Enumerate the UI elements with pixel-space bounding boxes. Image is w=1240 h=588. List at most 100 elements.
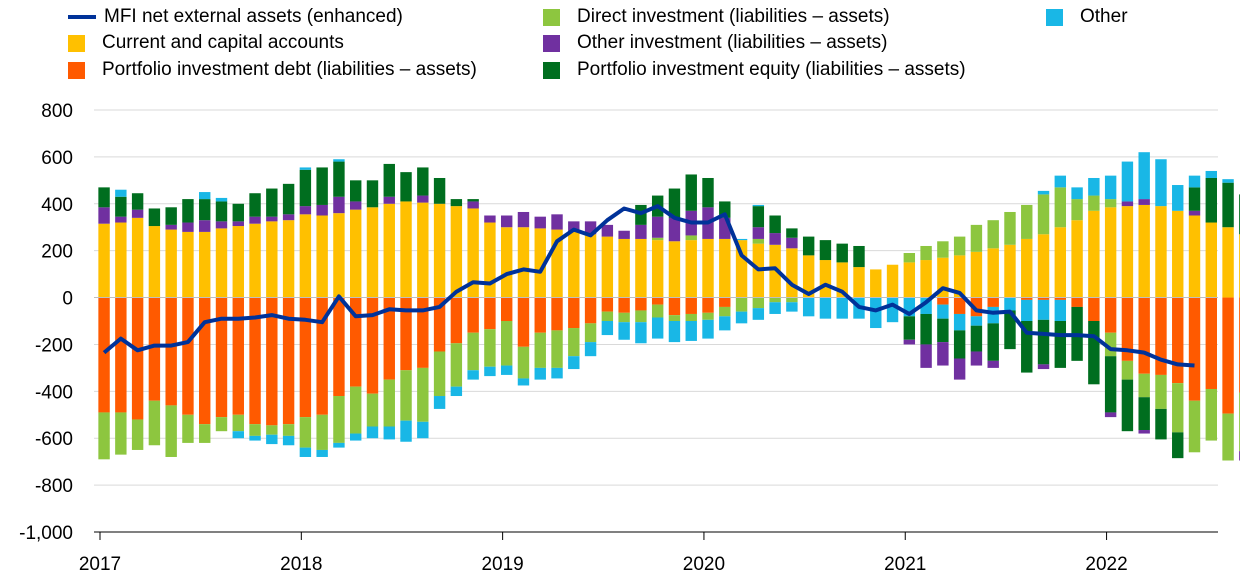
bar-segment: [719, 217, 731, 239]
bar-segment: [500, 215, 513, 228]
bar-segment: [249, 216, 261, 224]
bar-segment: [333, 396, 345, 443]
bar-segment: [350, 201, 362, 210]
bar-segment: [115, 412, 127, 455]
bar-segment: [937, 241, 949, 258]
legend-label: Direct investment (liabilities – assets): [577, 6, 890, 27]
bar-segment: [987, 360, 999, 368]
bar-segment: [98, 223, 110, 298]
bar-segment: [282, 297, 295, 425]
bar-segment: [433, 177, 446, 204]
bar-segment: [98, 412, 110, 460]
bar-segment: [517, 227, 530, 298]
legend-label: Portfolio investment debt (liabilities –…: [102, 59, 477, 80]
bar-segment: [182, 199, 194, 223]
bar-segment: [651, 297, 664, 305]
legend-item-portfolio-equity: Portfolio investment equity (liabilities…: [543, 57, 966, 83]
x-tick-label: 2019: [481, 554, 523, 575]
legend-label: Other: [1080, 6, 1128, 27]
bar-segment: [517, 378, 530, 386]
bar-segment: [752, 308, 765, 320]
bar-segment: [819, 297, 832, 319]
bar-segment: [1121, 201, 1134, 207]
bar-segment: [182, 297, 194, 415]
bar-segment: [953, 255, 966, 298]
bar-segment: [786, 237, 798, 249]
bar-segment: [1205, 177, 1217, 223]
legend-item-other-investment: Other investment (liabilities – assets): [543, 30, 887, 56]
bar-segment: [719, 316, 731, 331]
bar-segment: [165, 207, 177, 225]
legend-swatch-other: [1046, 8, 1063, 26]
bar-segment: [853, 267, 865, 298]
y-tick-label: 800: [41, 101, 73, 122]
bar-segment: [769, 297, 781, 303]
bar-segment: [1155, 408, 1167, 440]
bar-segment: [165, 405, 177, 457]
bar-segment: [568, 297, 580, 329]
bar-segment: [199, 297, 211, 425]
bar-segment: [702, 238, 714, 298]
bar-segment: [1172, 383, 1184, 433]
bar-segment: [316, 449, 328, 457]
bar-segment: [215, 201, 228, 222]
bar-segment: [1121, 297, 1134, 361]
bar-segment: [249, 297, 261, 425]
bar-segment: [735, 311, 748, 324]
chart-legend: MFI net external assets (enhanced) Direc…: [0, 4, 1240, 88]
bar-segment: [484, 329, 496, 367]
bar-segment: [148, 400, 161, 446]
bar-segment: [651, 317, 664, 339]
bar-segment: [1054, 321, 1067, 368]
bar-segment: [366, 297, 379, 394]
bar-segment: [601, 321, 614, 336]
bar-segment: [165, 224, 177, 230]
bar-segment: [1104, 199, 1117, 208]
y-tick-label: -600: [35, 429, 73, 450]
bar-segment: [719, 297, 731, 307]
bar-segment: [819, 240, 832, 261]
bar-segment: [383, 379, 395, 427]
bar-segment: [819, 260, 832, 298]
bar-segment: [584, 221, 597, 235]
bar-segment: [1088, 177, 1100, 196]
bar-segment: [719, 201, 731, 218]
bar-segment: [953, 330, 966, 359]
bar-segment: [1104, 207, 1117, 298]
bar-segment: [635, 310, 647, 323]
bar-segment: [433, 351, 446, 397]
bar-segment: [148, 208, 161, 227]
bar-segment: [1155, 159, 1167, 207]
bar-segment: [769, 244, 781, 298]
bar-segment: [350, 386, 362, 434]
bar-segment: [299, 167, 312, 170]
bar-segment: [484, 297, 496, 330]
bar-segment: [517, 211, 530, 228]
bar-segment: [1037, 194, 1050, 235]
bar-segment: [1037, 364, 1050, 370]
bar-segment: [920, 245, 932, 261]
bar-segment: [115, 297, 127, 413]
bar-segment: [131, 419, 144, 450]
bar-segment: [668, 217, 681, 242]
bar-segment: [618, 230, 630, 239]
bar-segment: [517, 297, 530, 347]
legend-swatch-current-capital: [68, 34, 85, 52]
bar-segment: [903, 316, 916, 340]
bar-segment: [1205, 297, 1217, 389]
bar-segment: [400, 201, 412, 298]
bar-segment: [702, 177, 714, 208]
bar-segment: [752, 206, 765, 228]
bar-segment: [534, 332, 546, 368]
bar-segment: [232, 226, 244, 298]
bar-segment: [886, 297, 899, 323]
bar-segment: [1155, 206, 1167, 298]
bar-segment: [970, 251, 983, 298]
bar-segment: [215, 417, 228, 432]
bar-segment: [1104, 412, 1117, 418]
bar-segment: [1004, 211, 1016, 245]
bar-segment: [266, 216, 278, 222]
bar-segment: [299, 297, 312, 418]
mfi-net-external-assets-line: [102, 204, 1195, 368]
bar-segment: [568, 221, 580, 232]
